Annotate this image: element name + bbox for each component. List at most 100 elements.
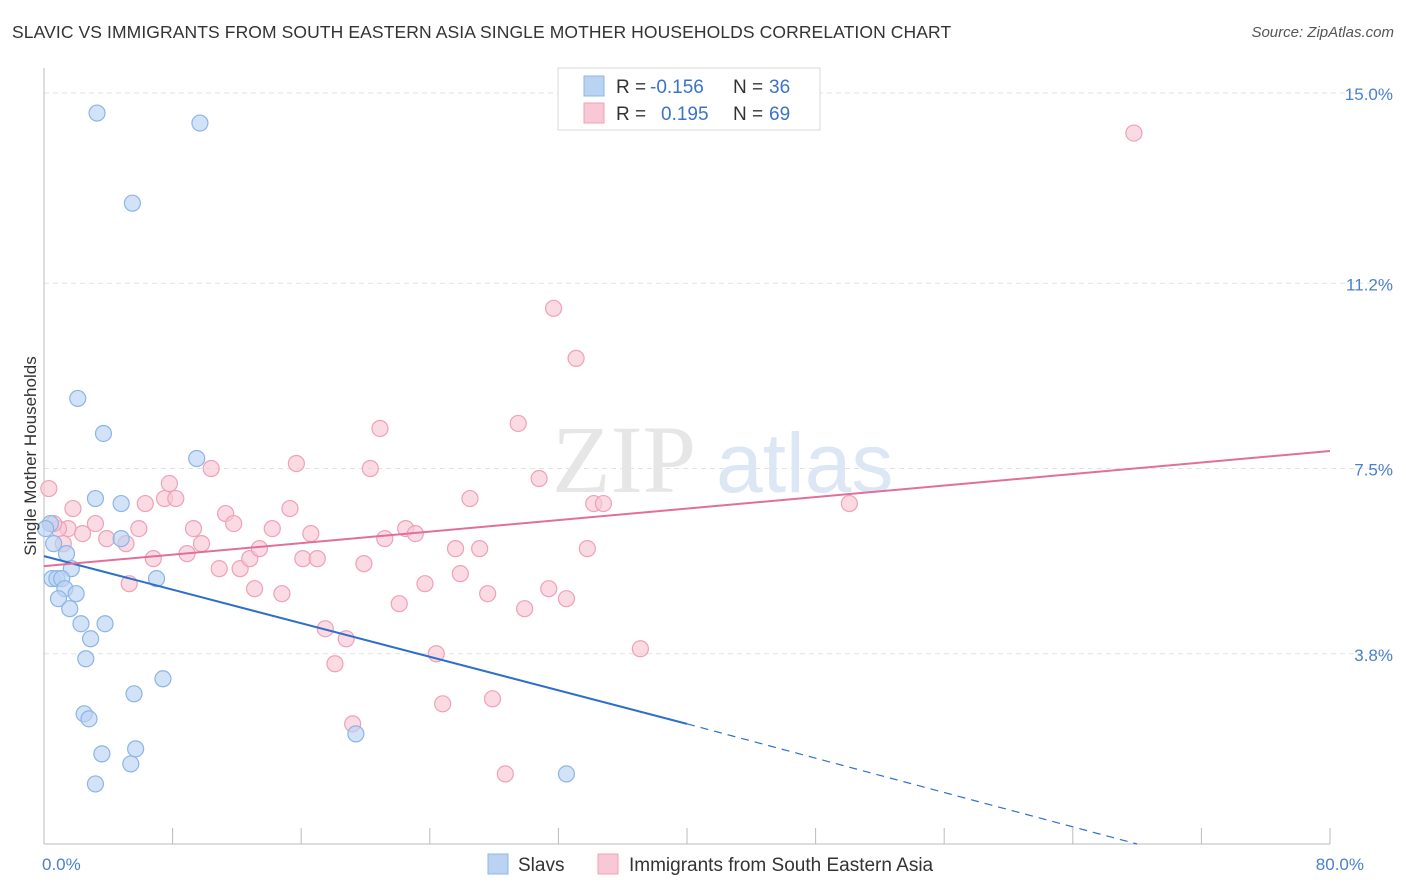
immigrants-point [287,454,305,473]
watermark-atlas: atlas [716,416,893,510]
slavs-point [80,710,98,728]
slavs-point [45,535,63,553]
immigrants-point [184,519,203,538]
bottom-legend-label-immigrants: Immigrants from South Eastern Asia [629,855,934,876]
y-tick-label-2: 11.2% [1346,275,1393,294]
legend-n-value-slavs: 36 [769,77,790,98]
x-axis-ticks [43,828,1331,844]
bottom-legend-label-slavs: Slavs [518,855,564,876]
immigrants-point [281,499,299,518]
immigrants-point [225,514,243,533]
immigrants-point [530,469,548,488]
immigrants-point [355,555,373,573]
trend-line-slavs [43,555,688,725]
chart-source: Source: ZipAtlas.com [1251,24,1394,41]
immigrants-point [631,640,649,658]
immigrants-point [578,540,596,558]
slavs-point [188,449,206,468]
immigrants-point [302,524,320,543]
immigrants-point [390,595,408,613]
slavs-point [123,194,142,212]
immigrants-point [434,695,452,713]
immigrants-point [461,489,479,508]
legend-r-value-slavs: -0.156 [650,77,704,98]
slavs-point [37,519,55,538]
immigrants-point [86,514,105,533]
series-immigrants-points [40,124,1143,783]
slavs-point [72,615,90,633]
y-tick-label-1: 7.5% [1354,461,1393,480]
immigrants-point [98,530,116,548]
immigrants-point [516,600,534,618]
immigrants-point [479,585,497,603]
immigrants-point [202,459,220,478]
slavs-point [191,114,209,132]
trend-lines [43,449,1331,845]
x-tick-labels: 0.0% 80.0% [42,855,1364,874]
slavs-point [112,494,130,513]
y-tick-label-0: 3.8% [1354,646,1393,665]
slavs-point [86,489,105,508]
slavs-point [86,775,105,793]
immigrants-point [567,349,585,367]
immigrants-point [1125,124,1143,142]
immigrants-point [40,479,58,498]
immigrants-point [326,655,344,673]
slavs-point [88,104,106,122]
immigrants-point [376,530,394,548]
legend-n-value-immigrants: 69 [769,104,790,125]
immigrants-point [483,690,502,708]
x-tick-label-0: 0.0% [42,855,81,874]
slavs-point [557,765,576,783]
immigrants-point [64,499,82,518]
trend-line-slavs-extension [686,723,1138,845]
immigrants-point [496,765,514,783]
immigrants-point [509,414,527,433]
immigrants-point [73,524,92,543]
slavs-point [154,670,172,688]
immigrants-point [144,550,162,568]
slavs-point [112,530,130,548]
immigrants-point [136,494,154,513]
immigrants-point [371,419,389,438]
slavs-point [77,650,95,668]
slavs-point [93,745,111,763]
slavs-point [69,389,87,408]
immigrants-point [294,550,312,568]
slavs-point [122,755,140,773]
immigrants-point [446,540,465,558]
immigrants-point [540,580,558,598]
y-tick-label-3: 15.0% [1345,85,1393,104]
legend-r-label-immigrants: R = [616,104,646,125]
legend-r-value-immigrants: 0.195 [661,104,709,125]
immigrants-point [471,540,489,558]
trend-line-immigrants [43,449,1331,568]
immigrants-point [361,459,379,478]
slavs-point [125,685,143,703]
immigrants-point [594,494,613,513]
bottom-legend-swatch-immigrants [597,853,619,875]
immigrants-point [130,519,148,538]
slavs-point [96,615,114,633]
immigrants-point [160,474,178,493]
immigrants-point [840,494,858,513]
stats-legend: R = -0.156 N = 36 R = 0.195 N = 69 [557,67,821,131]
legend-swatch-immigrants [583,102,605,124]
immigrants-point [451,565,469,583]
slavs-point [49,590,68,608]
immigrants-point [263,519,281,538]
slavs-point [127,740,145,758]
legend-r-label-slavs: R = [616,77,646,98]
slavs-point [347,725,365,743]
immigrants-point [308,550,326,568]
slavs-point [82,630,100,648]
watermark-zip: ZIP [552,406,696,513]
immigrants-point [167,489,185,508]
immigrants-point [192,535,211,553]
immigrants-point [416,575,434,593]
series-slavs-points [37,104,576,793]
slavs-point [94,424,113,443]
legend-n-label-slavs: N = [733,77,763,98]
slavs-point [67,585,85,603]
